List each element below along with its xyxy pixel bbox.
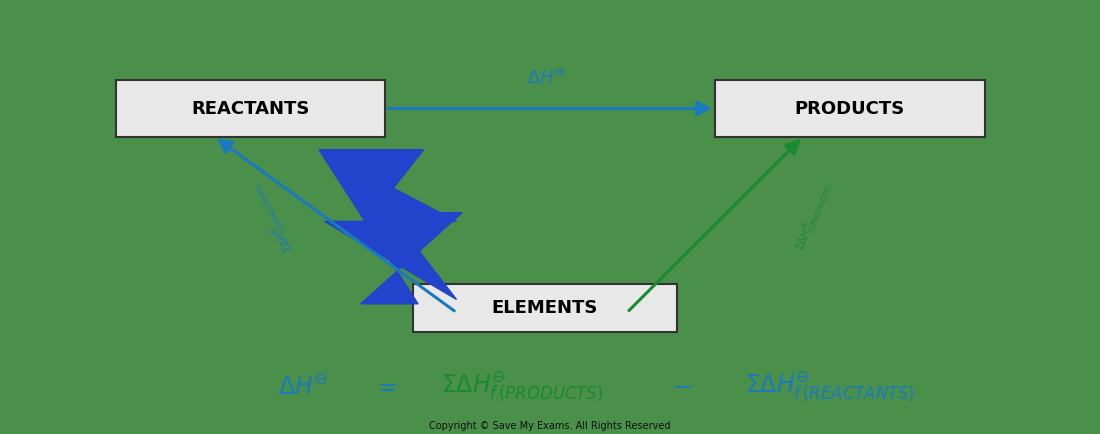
FancyBboxPatch shape <box>412 284 676 332</box>
Text: $\Delta H^{\ominus}$: $\Delta H^{\ominus}$ <box>528 69 565 88</box>
Polygon shape <box>324 152 456 221</box>
Text: $\Delta H^{\ominus}$: $\Delta H^{\ominus}$ <box>277 374 328 399</box>
Text: $\Sigma\Delta H^{\ominus}_{f\,(PRODUCTS)}$: $\Sigma\Delta H^{\ominus}_{f\,(PRODUCTS)… <box>792 180 836 254</box>
Text: $=$: $=$ <box>373 374 397 398</box>
FancyBboxPatch shape <box>116 80 385 137</box>
Text: REACTANTS: REACTANTS <box>191 99 309 118</box>
Text: $-$: $-$ <box>672 374 692 398</box>
Text: $\Sigma\Delta H^{\ominus}_{f\,(REACTANTS)}$: $\Sigma\Delta H^{\ominus}_{f\,(REACTANTS… <box>246 180 299 254</box>
Text: ELEMENTS: ELEMENTS <box>492 299 597 317</box>
Text: $\Sigma\Delta H^{\ominus}_{f\,(PRODUCTS)}$: $\Sigma\Delta H^{\ominus}_{f\,(PRODUCTS)… <box>441 370 604 403</box>
FancyBboxPatch shape <box>715 80 984 137</box>
Text: $\Sigma\Delta H^{\ominus}_{f\,(REACTANTS)}$: $\Sigma\Delta H^{\ominus}_{f\,(REACTANTS… <box>746 370 915 403</box>
Polygon shape <box>319 150 462 304</box>
Text: Copyright © Save My Exams. All Rights Reserved: Copyright © Save My Exams. All Rights Re… <box>429 421 671 431</box>
Text: PRODUCTS: PRODUCTS <box>794 99 905 118</box>
Polygon shape <box>324 221 456 299</box>
